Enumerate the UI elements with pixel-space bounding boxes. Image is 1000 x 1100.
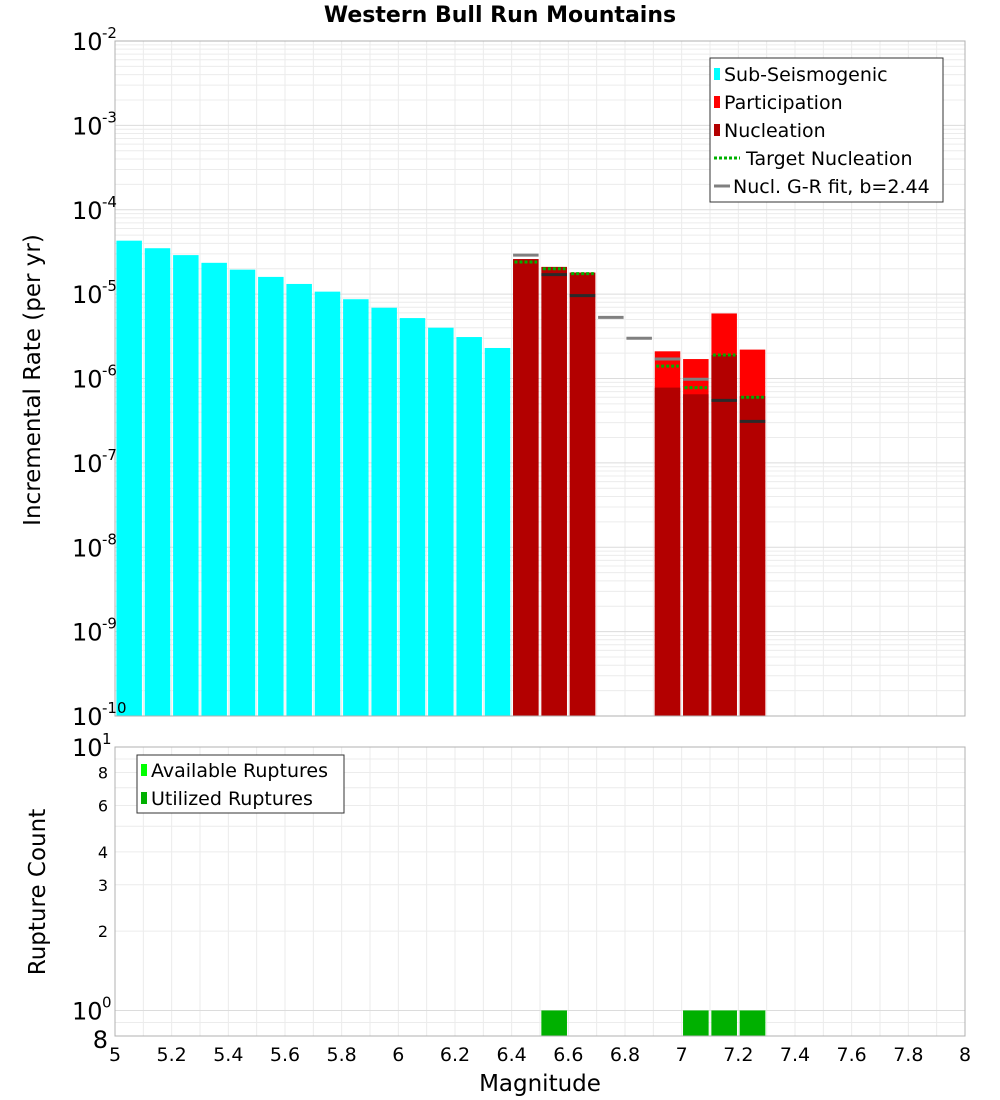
sub-seismogenic-bar: [371, 307, 397, 716]
utilized-ruptures-bar: [711, 1010, 737, 1036]
legend-label: Participation: [724, 92, 843, 114]
x-tick-label: 5.6: [270, 1044, 300, 1066]
bottom-legend-box: [136, 754, 345, 814]
top-y-axis-label: Incremental Rate (per yr): [20, 234, 46, 526]
legend-swatch: [714, 68, 720, 80]
nucleation-bar: [739, 396, 766, 716]
sub-seismogenic-bar: [314, 291, 341, 716]
y-minor-tick-label: 2: [98, 922, 108, 941]
y-tick-exponent: -8: [102, 530, 117, 548]
bottom-legend: Available Ruptures Utilized Ruptures: [136, 754, 345, 814]
y-minor-tick-label: 3: [98, 876, 108, 895]
utilized-ruptures-bar: [739, 1010, 766, 1036]
sub-seismogenic-bar: [484, 347, 511, 716]
legend-swatch: [141, 792, 147, 804]
top-legend: Sub-Seismogenic Participation Nucleation Ta…: [709, 57, 944, 203]
x-tick-label: 6.4: [497, 1044, 527, 1066]
sub-seismogenic-bar: [399, 318, 426, 716]
y-tick-label: 10: [72, 197, 103, 225]
y-minor-tick-label: 6: [98, 796, 108, 815]
y-tick-exponent: -4: [102, 193, 117, 211]
y-minor-tick-label: 4: [98, 843, 108, 862]
y-tick-label: 10: [72, 450, 103, 478]
sub-seismogenic-bar: [258, 276, 284, 716]
nucleation-bar: [654, 387, 681, 716]
y-tick-label: 10: [72, 112, 103, 140]
x-tick-label: 5: [109, 1044, 121, 1066]
legend-label: Target Nucleation: [745, 148, 913, 170]
legend-label: Nucl. G-R fit, b=2.44: [733, 176, 930, 198]
y-tick-label: 10: [72, 997, 103, 1025]
bottom-y-axis-label: Rupture Count: [25, 809, 51, 975]
y-tick-label: 10: [72, 534, 103, 562]
x-tick-label: 6: [392, 1044, 404, 1066]
y-tick-label: 10: [72, 703, 103, 731]
x-tick-label: 7.4: [780, 1044, 810, 1066]
legend-swatch: [714, 96, 720, 108]
x-tick-label: 5.8: [327, 1044, 357, 1066]
nucleation-bar: [683, 394, 709, 716]
top-plot-frame: [114, 40, 966, 717]
sub-seismogenic-bar: [286, 283, 312, 716]
sub-seismogenic-bar: [116, 240, 142, 717]
legend-label: Sub-Seismogenic: [724, 64, 888, 86]
nucleation-bar: [513, 259, 539, 716]
x-tick-label: 7: [676, 1044, 688, 1066]
x-tick-label: 8: [959, 1044, 971, 1066]
y-tick-label: 10: [72, 366, 103, 394]
y-tick-label: 10: [72, 281, 103, 309]
x-axis-label: Magnitude: [479, 1071, 601, 1097]
x-tick-label: 7.6: [837, 1044, 867, 1066]
top-legend-box: [709, 57, 944, 203]
y-tick-exponent: -3: [102, 108, 117, 126]
bottom-plot-frame: [114, 746, 966, 1037]
legend-label: Utilized Ruptures: [151, 788, 313, 810]
y-tick-exponent: -7: [102, 446, 117, 464]
y-tick-exponent: 1: [102, 730, 112, 748]
sub-seismogenic-bar: [456, 337, 482, 716]
sub-seismogenic-bar: [343, 299, 369, 716]
nucleation-bar: [711, 354, 737, 716]
y-tick-exponent: -9: [102, 615, 117, 633]
x-tick-label: 6.8: [610, 1044, 640, 1066]
sub-seismogenic-bar: [428, 327, 454, 716]
sub-seismogenic-bar: [173, 255, 199, 716]
y-tick-exponent: -5: [102, 277, 117, 295]
x-tick-label: 7.2: [723, 1044, 753, 1066]
legend-swatch: [141, 764, 147, 776]
nucleation-bar: [541, 266, 567, 716]
nucleation-bar: [569, 272, 596, 716]
legend-swatch: [714, 124, 720, 136]
legend-label: Nucleation: [724, 120, 826, 142]
utilized-ruptures-bar: [541, 1010, 567, 1036]
sub-seismogenic-bar: [201, 262, 227, 716]
x-tick-label: 6.2: [440, 1044, 470, 1066]
y-tick-label: 10: [72, 619, 103, 647]
y-tick-exponent: 0: [102, 993, 112, 1011]
legend-label: Available Ruptures: [151, 760, 328, 782]
x-tick-label: 6.6: [553, 1044, 583, 1066]
y-tick-label: 10: [72, 734, 103, 762]
y-tick-exponent: -6: [102, 362, 117, 380]
x-tick-label: 5.2: [157, 1044, 187, 1066]
y-minor-tick-label: 8: [93, 1026, 108, 1054]
utilized-ruptures-bar: [683, 1010, 709, 1036]
y-tick-exponent: -2: [102, 24, 117, 42]
y-minor-tick-label: 8: [98, 764, 108, 783]
y-tick-label: 10: [72, 28, 103, 56]
sub-seismogenic-bar: [229, 269, 256, 716]
sub-seismogenic-bar: [144, 248, 171, 717]
x-tick-label: 7.8: [893, 1044, 923, 1066]
x-tick-label: 5.4: [213, 1044, 243, 1066]
chart-title: Western Bull Run Mountains: [324, 3, 676, 28]
y-tick-exponent: -10: [102, 699, 127, 717]
